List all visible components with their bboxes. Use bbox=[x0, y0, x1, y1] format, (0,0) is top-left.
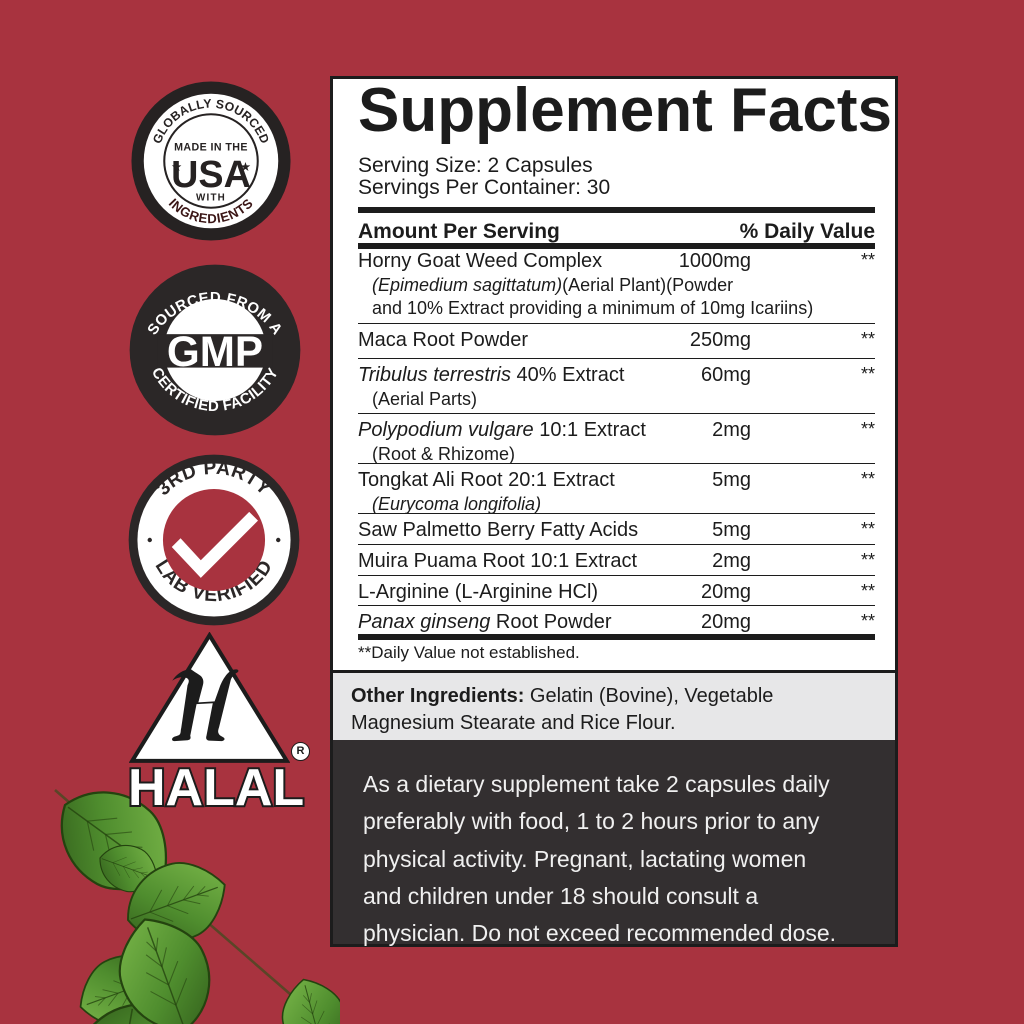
svg-text:USA: USA bbox=[171, 153, 251, 195]
svg-text:★: ★ bbox=[171, 160, 182, 174]
svg-text:WITH: WITH bbox=[196, 192, 226, 203]
svg-text:MADE IN THE: MADE IN THE bbox=[174, 141, 248, 153]
svg-text:GMP: GMP bbox=[167, 328, 263, 375]
svg-text:★: ★ bbox=[240, 160, 251, 174]
